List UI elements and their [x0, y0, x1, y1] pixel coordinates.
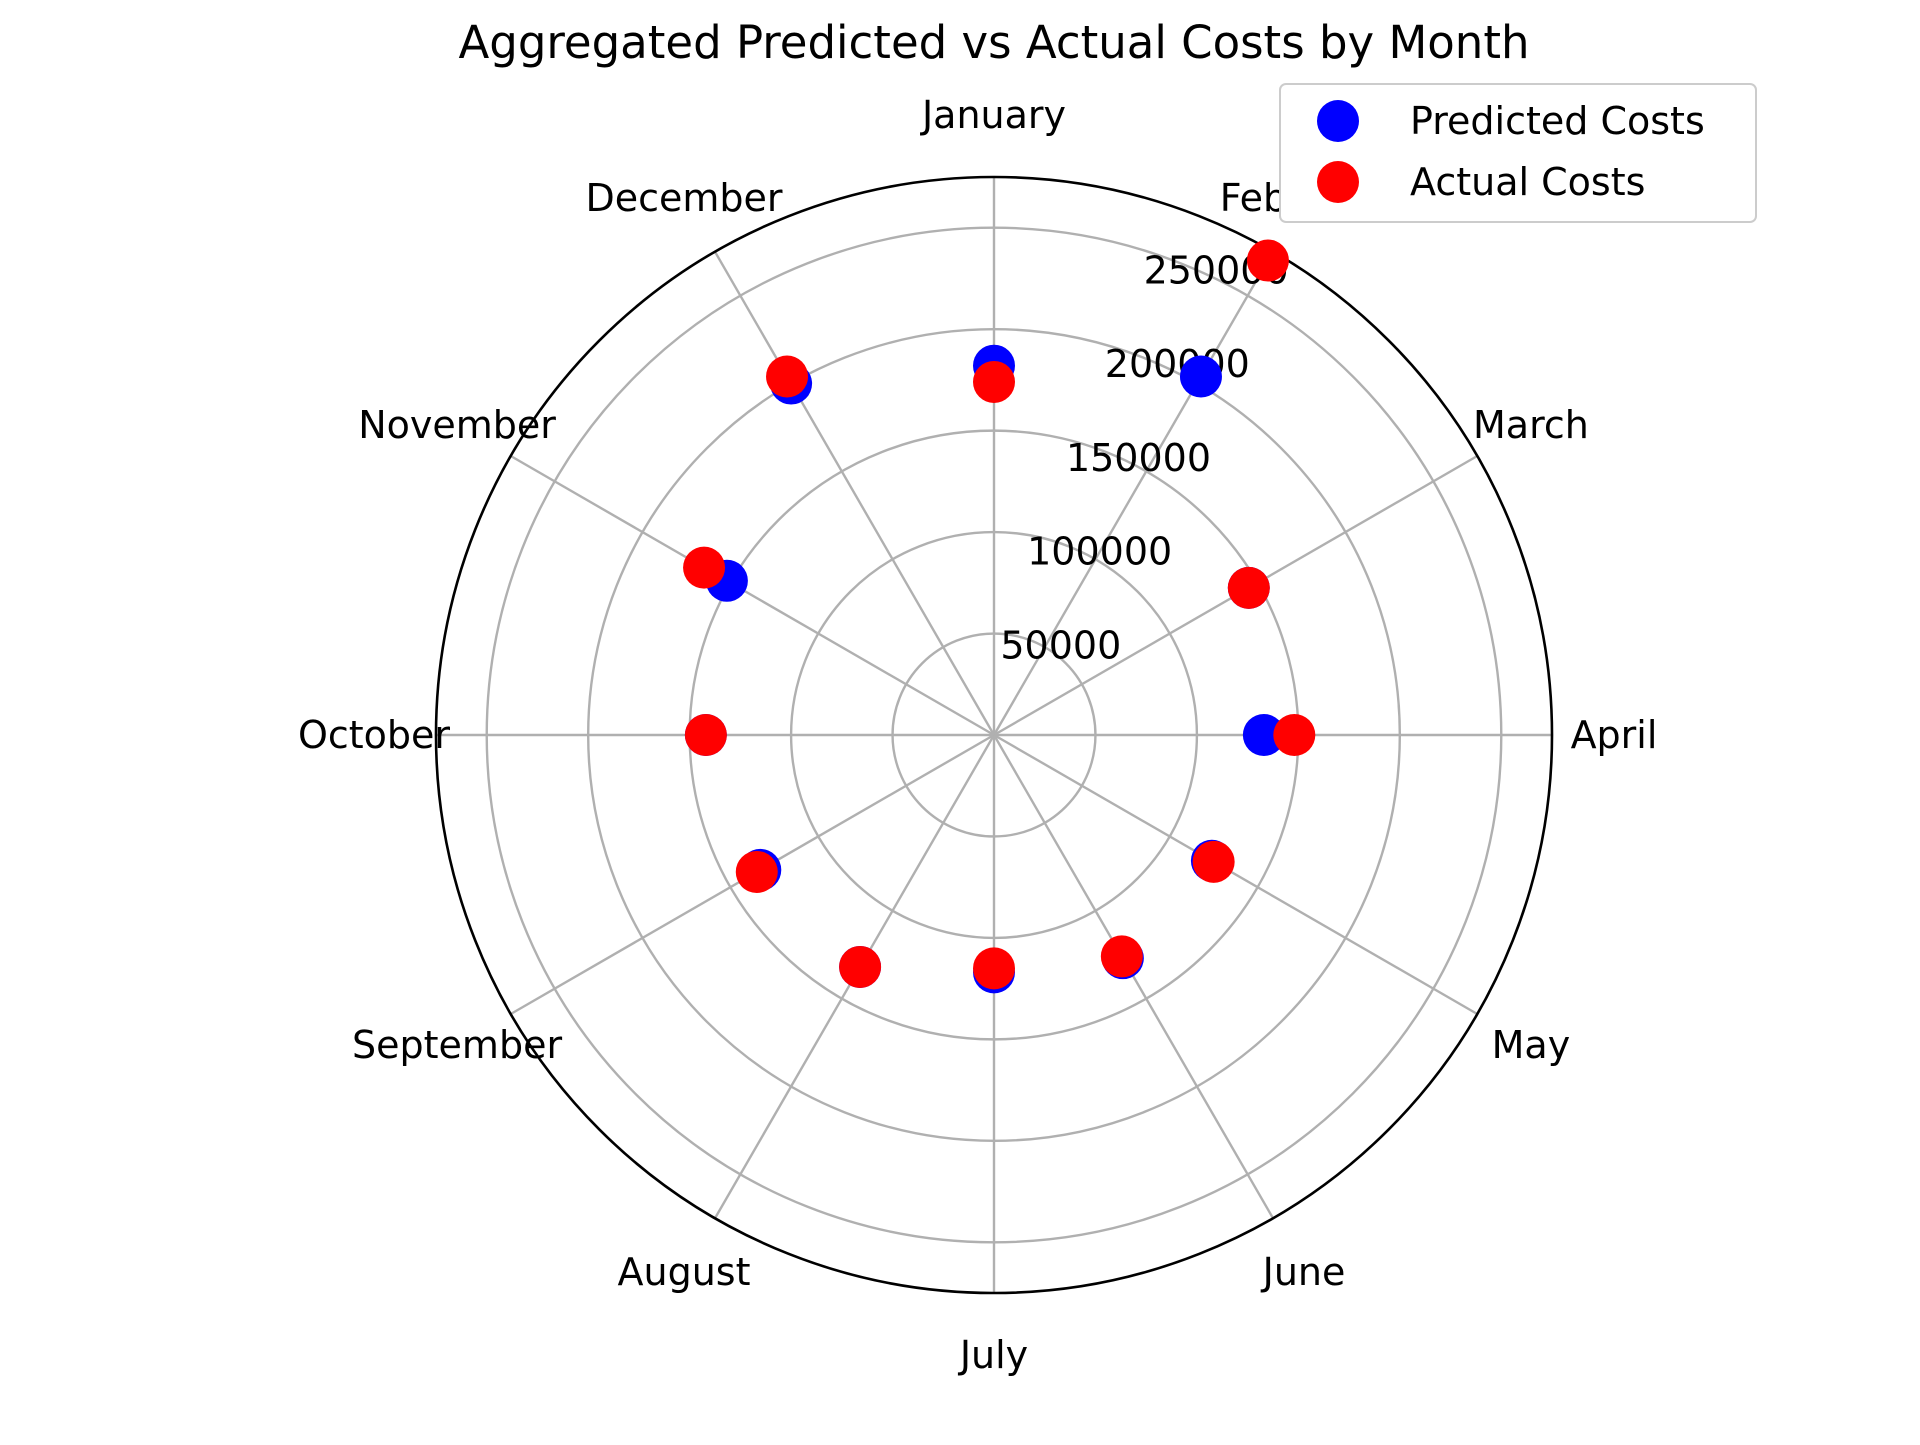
polar-grid	[434, 175, 1554, 1295]
legend: Predicted Costs Actual Costs	[1279, 83, 1757, 223]
angular-gridline	[992, 734, 1275, 1219]
month-label: November	[358, 403, 556, 447]
month-label: December	[585, 176, 782, 220]
predicted-cost-point	[1242, 714, 1285, 756]
actual-cost-point	[1227, 566, 1270, 609]
angular-gridline	[510, 454, 995, 737]
radial-tick-label: 150000	[1066, 436, 1211, 480]
actual-cost-point	[684, 714, 727, 756]
month-label: April	[1571, 713, 1658, 757]
legend-box	[1279, 83, 1757, 223]
month-label: August	[618, 1250, 751, 1294]
actual-cost-point	[683, 546, 726, 589]
axis-labels: JanuaryFebruaryMarchAprilMayJuneJulyAugu…	[298, 93, 1657, 1377]
data-points	[683, 239, 1316, 994]
actual-cost-point	[1192, 840, 1235, 883]
actual-cost-point	[1273, 714, 1316, 756]
actual-cost-point	[973, 947, 1015, 990]
month-label: July	[958, 1333, 1028, 1377]
legend-marker-predicted	[1317, 100, 1359, 142]
legend-label-predicted: Predicted Costs	[1410, 99, 1705, 143]
actual-cost-point	[735, 850, 778, 893]
polar-frame	[434, 175, 1554, 1295]
month-label: September	[352, 1023, 562, 1067]
radial-tick-label: 200000	[1105, 342, 1250, 386]
actual-cost-point	[1246, 239, 1289, 282]
month-label: March	[1473, 403, 1589, 447]
month-label: October	[298, 713, 450, 757]
actual-cost-point	[973, 360, 1015, 403]
actual-cost-point	[766, 355, 809, 398]
legend-marker-actual	[1317, 161, 1359, 203]
angular-gridline	[992, 251, 1275, 736]
month-label: January	[920, 93, 1066, 137]
radial-tick-label: 50000	[1000, 623, 1121, 667]
month-label: June	[1261, 1250, 1346, 1294]
actual-cost-point	[839, 945, 882, 988]
chart-title: Aggregated Predicted vs Actual Costs by …	[459, 16, 1530, 69]
month-label: May	[1492, 1023, 1571, 1067]
legend-label-actual: Actual Costs	[1410, 160, 1645, 204]
angular-gridline	[713, 251, 996, 736]
angular-gridline	[993, 733, 1478, 1016]
radial-tick-label: 100000	[1027, 530, 1172, 574]
predicted-cost-point	[1179, 355, 1222, 398]
actual-cost-point	[1100, 935, 1143, 978]
